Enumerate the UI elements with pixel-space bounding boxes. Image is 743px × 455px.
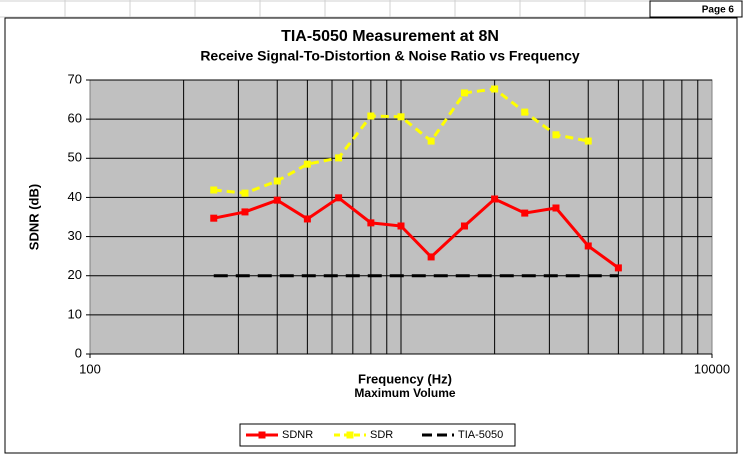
y-tick-label: 70	[68, 71, 82, 86]
x-tick-label: 10000	[694, 361, 730, 376]
data-point	[210, 214, 218, 222]
data-point	[491, 195, 499, 203]
data-point	[335, 154, 343, 162]
x-axis-note: Maximum Volume	[354, 386, 455, 400]
data-point	[335, 194, 343, 202]
y-tick-label: 60	[68, 111, 82, 126]
legend	[239, 423, 516, 447]
page-label: Page 6	[702, 5, 735, 16]
data-point	[241, 189, 249, 197]
data-point	[303, 215, 311, 223]
series-line	[213, 195, 620, 270]
x-tick-label: 100	[79, 361, 101, 376]
y-tick-label: 40	[68, 189, 82, 204]
chart-title: TIA-5050 Measurement at 8N	[281, 28, 499, 45]
legend-label: SDNR	[282, 429, 313, 441]
data-point	[614, 264, 622, 272]
legend-label: TIA-5050	[458, 429, 503, 441]
data-point	[397, 113, 405, 121]
sheet-grid	[0, 0, 743, 18]
data-point	[552, 204, 560, 212]
data-point	[210, 186, 218, 194]
x-axis-title: Frequency (Hz)	[358, 371, 452, 386]
data-point	[584, 242, 592, 250]
y-tick-label: 30	[68, 228, 82, 243]
data-point	[241, 208, 249, 216]
chart-subtitle: Receive Signal-To-Distortion & Noise Rat…	[200, 48, 580, 64]
y-axis-title: SDNR (dB)	[26, 184, 41, 250]
data-point	[303, 160, 311, 168]
y-tick-label: 0	[75, 345, 82, 360]
data-point	[584, 137, 592, 145]
data-point	[273, 196, 281, 204]
data-point	[521, 108, 529, 116]
data-point	[273, 177, 281, 185]
data-point	[427, 253, 435, 261]
data-point	[521, 209, 529, 217]
data-point	[552, 131, 560, 139]
legend-label: SDR	[370, 429, 393, 441]
data-point	[397, 222, 405, 230]
legend-marker	[346, 431, 354, 439]
y-tick-label: 20	[68, 267, 82, 282]
y-tick-label: 50	[68, 150, 82, 165]
data-point	[460, 222, 468, 230]
y-tick-label: 10	[68, 306, 82, 321]
data-point	[427, 137, 435, 145]
legend-marker	[258, 431, 266, 439]
data-point	[491, 85, 499, 93]
data-point	[367, 112, 375, 120]
page-box	[649, 0, 743, 18]
data-point	[460, 89, 468, 97]
data-point	[367, 219, 375, 227]
